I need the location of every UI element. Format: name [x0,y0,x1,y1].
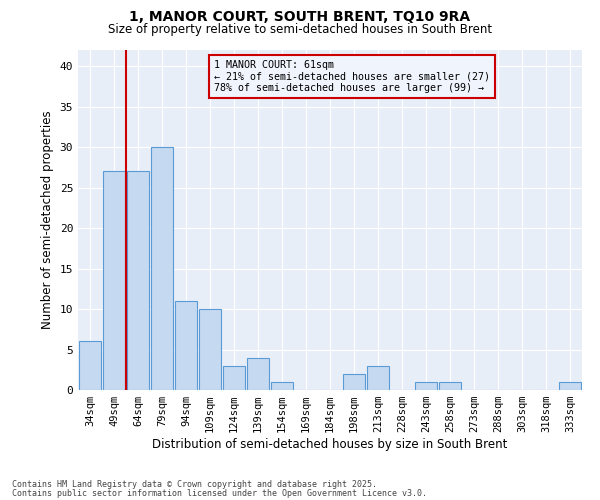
Bar [271,382,293,390]
Bar [559,382,581,390]
Y-axis label: Number of semi-detached properties: Number of semi-detached properties [41,110,54,330]
Bar [223,366,245,390]
Bar [79,342,101,390]
Bar [247,358,269,390]
Bar [367,366,389,390]
Bar [175,301,197,390]
Bar [199,309,221,390]
Bar [343,374,365,390]
Text: Size of property relative to semi-detached houses in South Brent: Size of property relative to semi-detach… [108,22,492,36]
Bar [151,147,173,390]
Title: 1, MANOR COURT, SOUTH BRENT, TQ10 9RA
Size of property relative to semi-detached: 1, MANOR COURT, SOUTH BRENT, TQ10 9RA Si… [0,499,1,500]
Text: Contains HM Land Registry data © Crown copyright and database right 2025.: Contains HM Land Registry data © Crown c… [12,480,377,489]
Bar [127,172,149,390]
Text: 1, MANOR COURT, SOUTH BRENT, TQ10 9RA: 1, MANOR COURT, SOUTH BRENT, TQ10 9RA [130,10,470,24]
X-axis label: Distribution of semi-detached houses by size in South Brent: Distribution of semi-detached houses by … [152,438,508,451]
Text: Contains public sector information licensed under the Open Government Licence v3: Contains public sector information licen… [12,489,427,498]
Text: 1 MANOR COURT: 61sqm
← 21% of semi-detached houses are smaller (27)
78% of semi-: 1 MANOR COURT: 61sqm ← 21% of semi-detac… [214,60,490,94]
Bar [439,382,461,390]
Bar [103,172,125,390]
Bar [415,382,437,390]
